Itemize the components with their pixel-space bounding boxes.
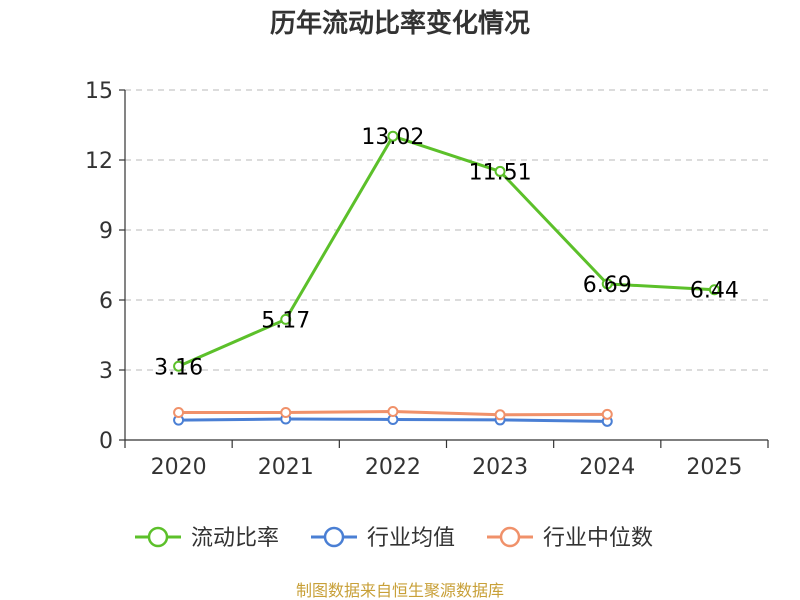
series-layer bbox=[173, 130, 720, 427]
legend-label: 行业均值 bbox=[367, 526, 455, 551]
legend-item[interactable]: 流动比率 bbox=[135, 526, 279, 551]
legend-label: 行业中位数 bbox=[543, 526, 653, 551]
legend[interactable]: 流动比率 行业均值 行业中位数 bbox=[135, 526, 653, 551]
data-point[interactable] bbox=[387, 406, 399, 418]
grid-lines bbox=[125, 89, 768, 371]
legend-label: 流动比率 bbox=[191, 526, 279, 551]
y-tick-label: 3 bbox=[99, 359, 113, 384]
legend-marker bbox=[499, 526, 521, 548]
data-label: 5.17 bbox=[261, 308, 310, 333]
data-point[interactable] bbox=[494, 165, 506, 177]
legend-item[interactable]: 行业均值 bbox=[311, 526, 455, 551]
data-point[interactable] bbox=[708, 284, 720, 296]
x-tick-label: 2023 bbox=[472, 455, 528, 480]
data-point[interactable] bbox=[601, 278, 613, 290]
series-line bbox=[177, 134, 715, 368]
y-tick-label: 0 bbox=[99, 429, 113, 454]
legend-item[interactable]: 行业中位数 bbox=[487, 526, 653, 551]
data-label: 11.51 bbox=[469, 160, 532, 185]
source-note: 制图数据来自恒生聚源数据库 bbox=[296, 581, 504, 600]
data-point[interactable] bbox=[173, 360, 185, 372]
x-tick-label: 2021 bbox=[258, 455, 314, 480]
legend-marker bbox=[323, 526, 345, 548]
data-labels: 3.16 5.17 13.02 11.51 6.69 6.44 bbox=[154, 125, 739, 380]
legend-marker bbox=[147, 526, 169, 548]
y-tick-label: 9 bbox=[99, 219, 113, 244]
data-label: 6.69 bbox=[583, 273, 632, 298]
y-tick-label: 6 bbox=[99, 289, 113, 314]
x-tick-label: 2022 bbox=[365, 455, 421, 480]
data-point[interactable] bbox=[280, 406, 292, 418]
x-tick-label: 2024 bbox=[579, 455, 635, 480]
data-point[interactable] bbox=[173, 406, 185, 418]
data-label: 3.16 bbox=[154, 355, 203, 380]
chart-title: 历年流动比率变化情况 bbox=[270, 8, 530, 39]
data-label: 6.44 bbox=[690, 279, 739, 304]
y-tick-label: 12 bbox=[85, 149, 113, 174]
data-point[interactable] bbox=[494, 409, 506, 421]
data-label: 13.02 bbox=[361, 125, 424, 150]
y-tick-label: 15 bbox=[85, 79, 113, 104]
x-tick-label: 2025 bbox=[686, 455, 742, 480]
data-point[interactable] bbox=[280, 313, 292, 325]
axes: 0 3 6 9 12 15 2020 2021 2022 2023 2024 2025 bbox=[85, 79, 769, 480]
x-tick-label: 2020 bbox=[151, 455, 207, 480]
data-point[interactable] bbox=[387, 130, 399, 142]
data-point[interactable] bbox=[601, 408, 613, 420]
